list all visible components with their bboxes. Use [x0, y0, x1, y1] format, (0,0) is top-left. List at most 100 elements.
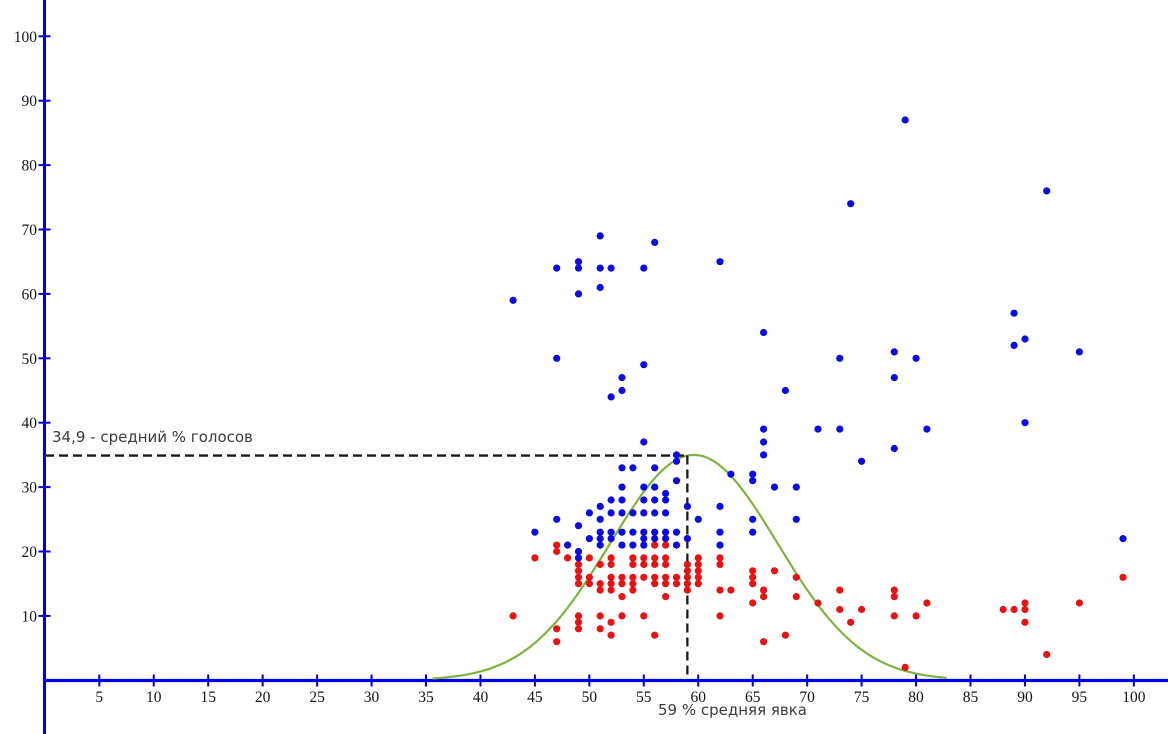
point-blue [716, 541, 724, 549]
point-blue [1119, 535, 1127, 543]
point-red [596, 625, 604, 633]
point-blue [607, 496, 615, 504]
point-blue [651, 483, 659, 491]
point-red [640, 612, 648, 620]
x-tick-label: 45 [527, 689, 543, 706]
point-red [814, 599, 822, 607]
point-blue [760, 425, 768, 433]
point-red [716, 586, 724, 594]
point-red [781, 631, 790, 639]
point-blue [509, 296, 517, 304]
point-blue [792, 483, 800, 491]
point-red [792, 593, 800, 601]
point-red [629, 573, 637, 581]
point-red [651, 580, 659, 588]
point-blue [596, 502, 604, 510]
point-red [574, 625, 583, 633]
point-red [618, 612, 626, 620]
point-blue [1010, 309, 1018, 317]
point-red [553, 547, 561, 556]
point-red [858, 605, 866, 614]
point-red [531, 554, 539, 562]
point-blue [651, 496, 659, 504]
point-blue [1075, 348, 1083, 356]
point-red [836, 605, 844, 614]
point-red [651, 573, 659, 581]
point-red [596, 612, 604, 620]
point-blue [770, 483, 779, 491]
x-tick-label: 30 [364, 689, 380, 706]
x-tick-label: 65 [745, 689, 761, 706]
point-red [585, 554, 594, 562]
point-blue [531, 528, 539, 536]
point-blue [596, 283, 604, 292]
x-tick-label: 10 [146, 689, 162, 706]
point-blue [640, 535, 648, 543]
point-blue [596, 541, 604, 549]
point-red [640, 560, 648, 569]
point-red [651, 541, 659, 549]
point-blue [847, 200, 855, 208]
point-red [553, 638, 561, 646]
point-red [683, 586, 692, 594]
point-red [618, 593, 626, 601]
point-red [629, 560, 637, 569]
point-red [574, 612, 583, 620]
point-red [607, 573, 615, 581]
point-blue [618, 464, 626, 472]
point-red [618, 573, 626, 581]
point-red [760, 586, 768, 594]
point-blue [574, 554, 583, 562]
point-blue [553, 515, 561, 523]
point-blue [716, 528, 724, 536]
point-red [716, 560, 724, 569]
point-red [662, 580, 670, 588]
point-blue [792, 515, 800, 523]
point-red [651, 560, 659, 569]
point-red [607, 586, 615, 594]
point-red [792, 573, 800, 581]
point-blue [596, 264, 604, 272]
point-blue [651, 509, 659, 517]
point-blue [607, 535, 615, 543]
point-blue [858, 457, 866, 465]
y-tick-label: 100 [14, 29, 38, 46]
point-blue [1021, 419, 1029, 427]
point-red [694, 554, 702, 562]
x-tick-label: 60 [691, 689, 707, 706]
point-blue [651, 535, 659, 543]
point-red [662, 593, 670, 601]
x-tick-label: 55 [636, 689, 652, 706]
point-blue [836, 354, 844, 362]
point-blue [618, 509, 626, 517]
point-blue [574, 264, 583, 272]
point-red [760, 593, 768, 601]
x-tick-label: 75 [854, 689, 870, 706]
point-red [683, 560, 692, 569]
y-tick-label: 10 [22, 608, 38, 625]
point-red [683, 580, 692, 588]
point-blue [912, 354, 920, 362]
point-blue [923, 425, 931, 433]
point-red [716, 612, 724, 620]
point-blue [1010, 341, 1018, 349]
point-red [553, 541, 561, 549]
point-blue [662, 528, 670, 536]
point-red [596, 586, 604, 594]
point-red [716, 554, 724, 562]
point-red [890, 593, 898, 601]
point-blue [629, 509, 637, 517]
point-blue [574, 522, 583, 530]
point-red [749, 580, 757, 588]
y-tick-label: 30 [22, 480, 38, 497]
point-blue [651, 464, 659, 472]
x-tick-label: 90 [1017, 689, 1033, 706]
point-blue [662, 509, 670, 517]
point-blue [607, 528, 615, 536]
point-red [585, 580, 594, 588]
point-red [694, 573, 702, 581]
point-blue [618, 541, 626, 549]
point-red [574, 618, 583, 626]
point-red [618, 580, 626, 588]
